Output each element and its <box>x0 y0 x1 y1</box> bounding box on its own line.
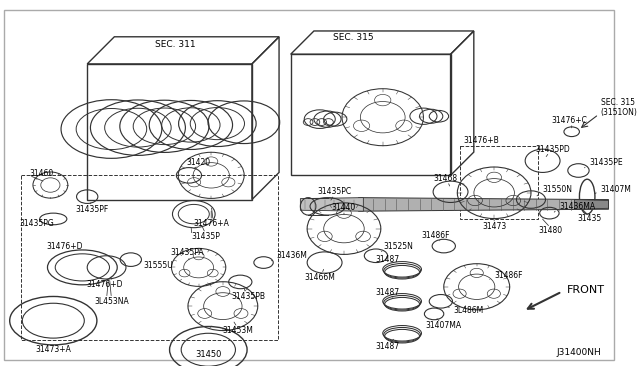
Text: 31487: 31487 <box>376 288 399 297</box>
Text: J31400NH: J31400NH <box>556 348 601 357</box>
Text: 31476+C: 31476+C <box>552 116 588 125</box>
Text: 31476+D: 31476+D <box>47 241 83 251</box>
Text: 31550N: 31550N <box>543 185 573 195</box>
Text: 31486F: 31486F <box>422 231 451 240</box>
Text: 31473: 31473 <box>482 222 506 231</box>
Text: 31407MA: 31407MA <box>426 321 462 330</box>
Text: 31468: 31468 <box>434 174 458 183</box>
Text: 31435PB: 31435PB <box>231 292 265 301</box>
Text: 31435PF: 31435PF <box>76 205 109 214</box>
FancyBboxPatch shape <box>4 10 614 360</box>
Text: SEC. 311: SEC. 311 <box>155 40 195 49</box>
Text: 31487: 31487 <box>376 342 399 351</box>
Text: SEC. 315: SEC. 315 <box>333 33 374 42</box>
Text: 31436M: 31436M <box>276 251 307 260</box>
Text: 31435PG: 31435PG <box>19 219 54 228</box>
Text: 31460: 31460 <box>29 169 53 178</box>
Text: 31555U: 31555U <box>143 261 173 270</box>
Polygon shape <box>300 198 364 211</box>
Text: 31480: 31480 <box>538 226 563 235</box>
Text: 31435P: 31435P <box>191 232 220 241</box>
Text: 31420: 31420 <box>187 158 211 167</box>
Text: 31476+B: 31476+B <box>463 136 499 145</box>
Text: 31435: 31435 <box>577 214 601 224</box>
Text: 3L486M: 3L486M <box>454 307 484 315</box>
Text: 31466M: 31466M <box>304 273 335 282</box>
Text: (3151ON): (3151ON) <box>601 108 637 117</box>
Text: 31476+A: 31476+A <box>193 219 229 228</box>
Text: 31453M: 31453M <box>222 326 253 335</box>
Polygon shape <box>575 199 609 209</box>
Text: 31473+A: 31473+A <box>35 345 71 354</box>
Text: 31440: 31440 <box>332 203 356 212</box>
Text: 31435PE: 31435PE <box>589 158 623 167</box>
Text: 31487: 31487 <box>376 255 399 264</box>
Text: 3L453NA: 3L453NA <box>94 297 129 306</box>
Text: 31435PC: 31435PC <box>317 187 351 196</box>
Text: 31476+D: 31476+D <box>86 280 123 289</box>
Text: 31436MA: 31436MA <box>559 202 595 211</box>
Text: FRONT: FRONT <box>567 285 605 295</box>
Text: 31525N: 31525N <box>384 241 413 251</box>
Text: 31435PA: 31435PA <box>170 248 204 257</box>
Text: 31486F: 31486F <box>494 271 523 280</box>
Text: 31407M: 31407M <box>601 185 632 195</box>
Text: 31450: 31450 <box>195 350 221 359</box>
Text: SEC. 315: SEC. 315 <box>601 98 635 107</box>
Polygon shape <box>358 198 609 211</box>
Text: 31435PD: 31435PD <box>535 145 570 154</box>
